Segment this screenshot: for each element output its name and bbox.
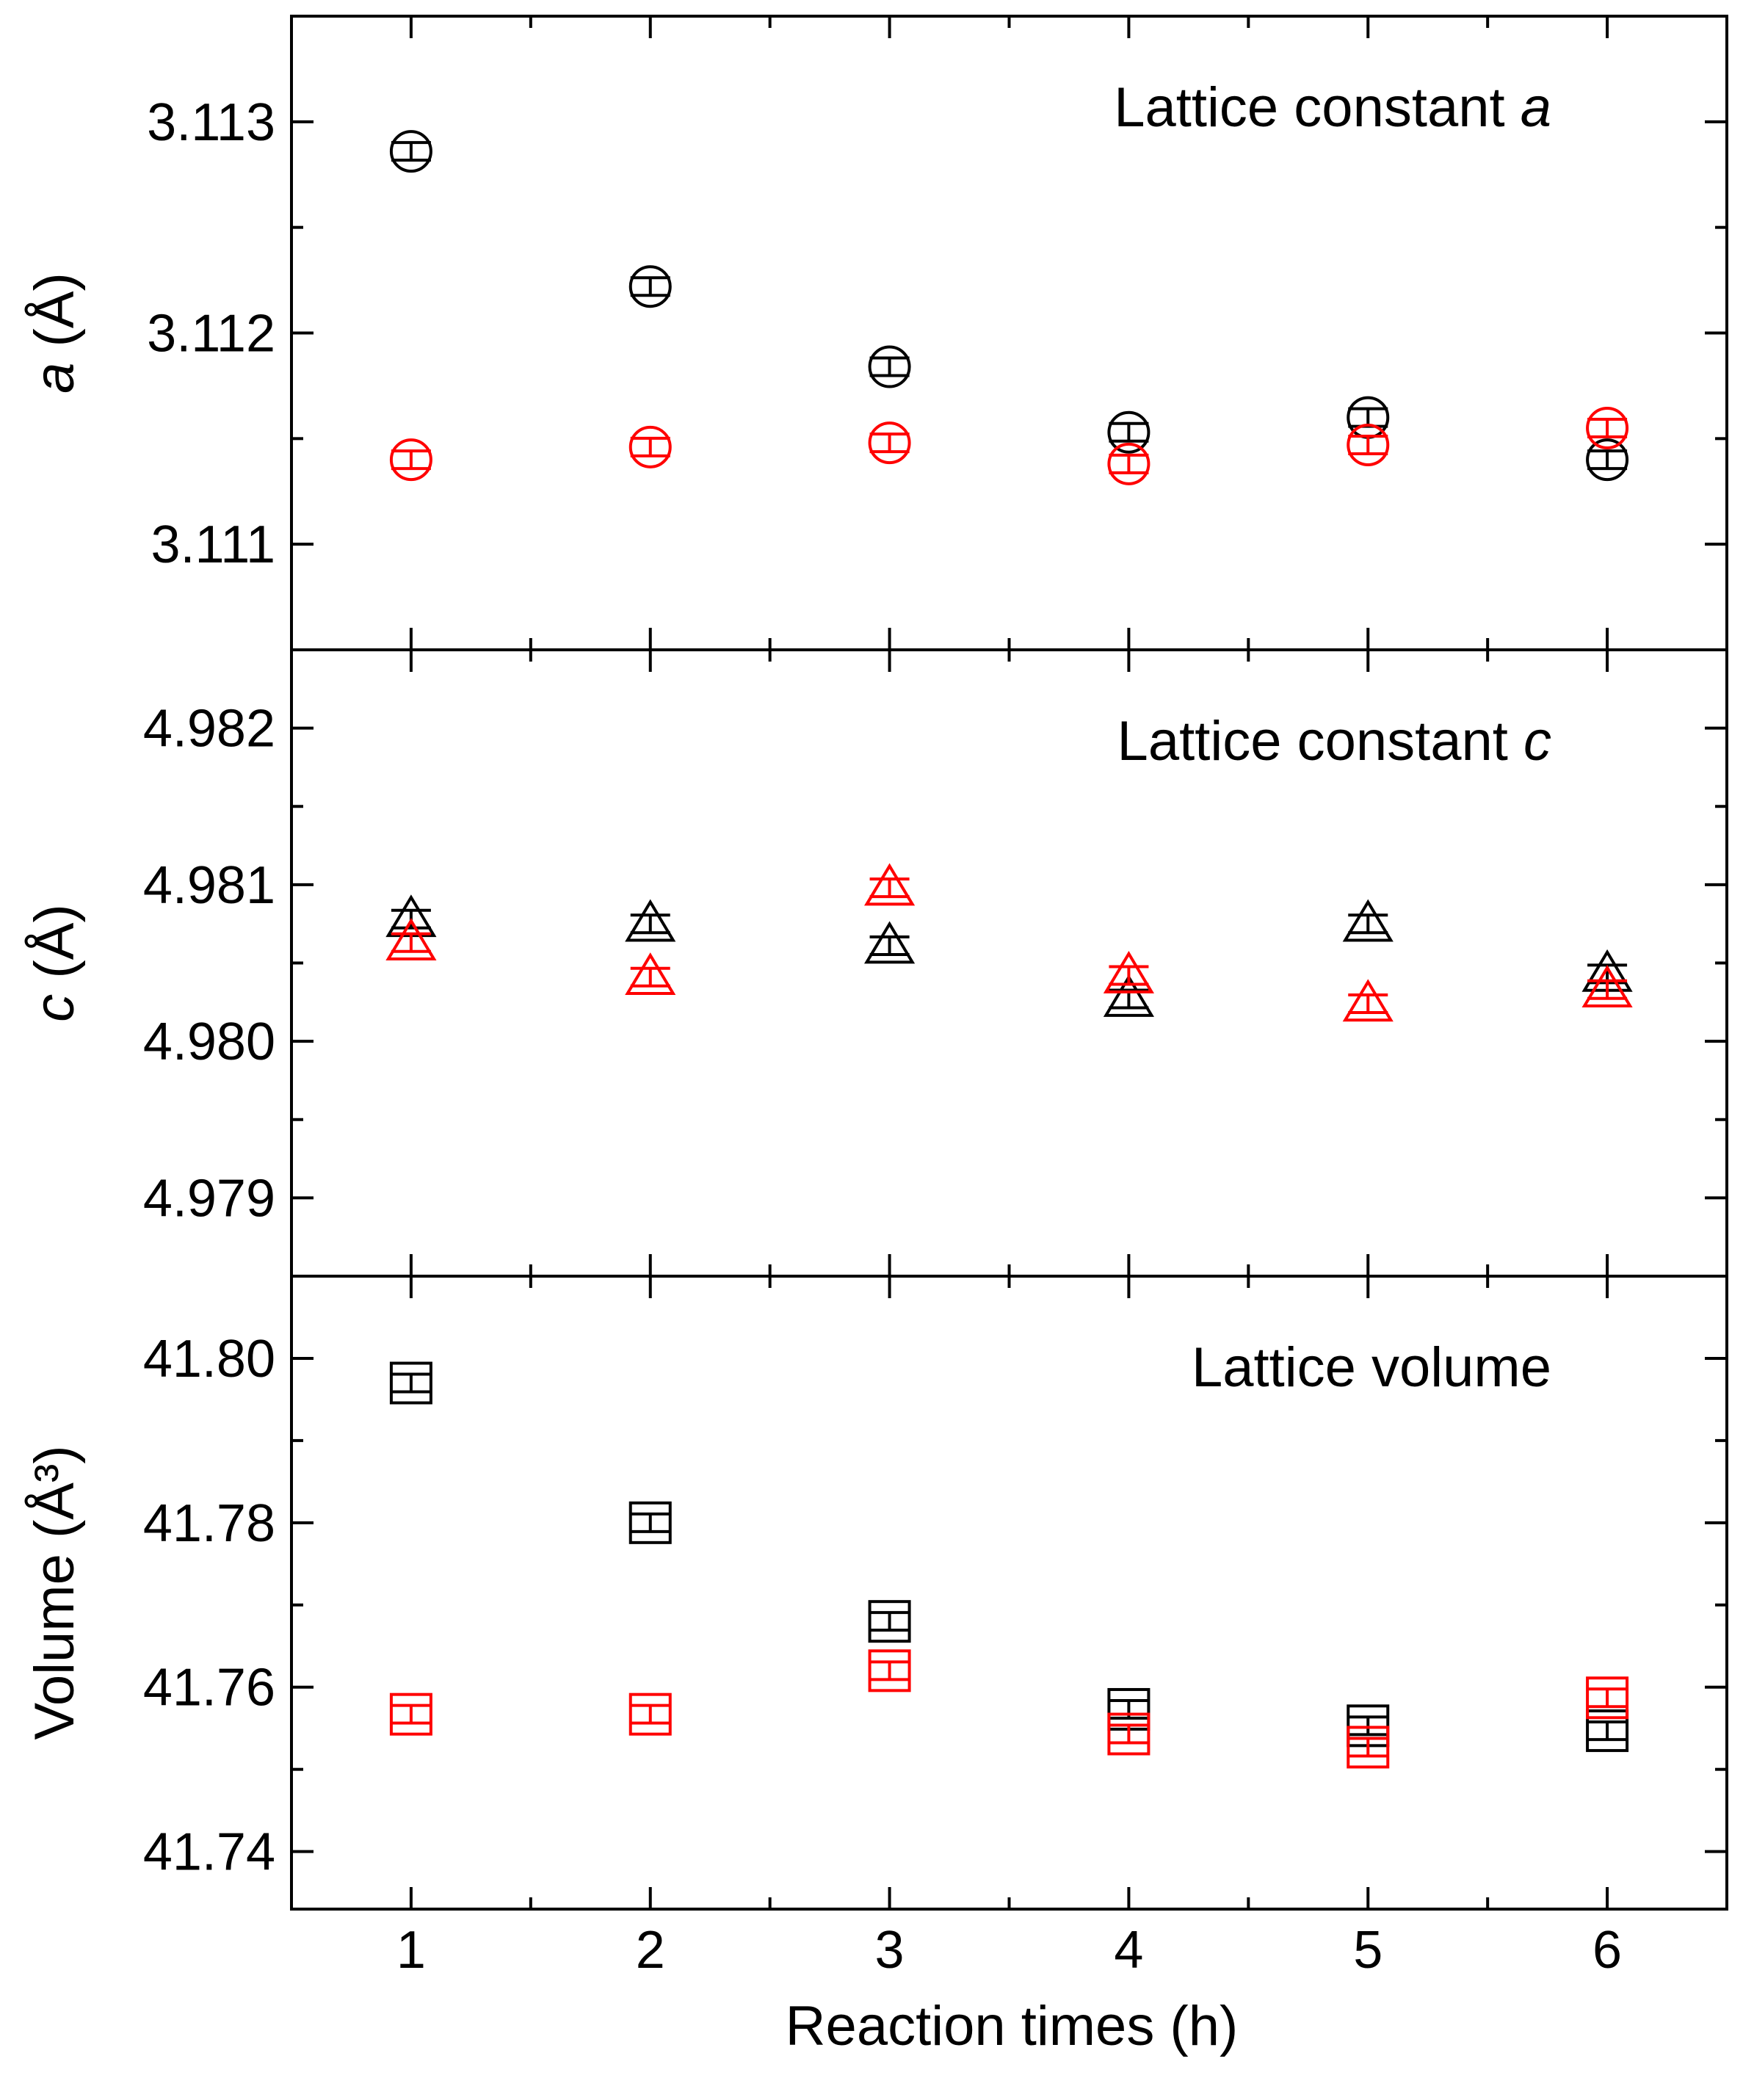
data-point [1103,950,1154,993]
y-tick-label: 4.982 [143,700,275,758]
panel-title-symbol: c [1523,710,1551,772]
panel-title: Lattice constant a [1114,76,1551,139]
data-point [1342,899,1394,942]
y-tick-label: 41.78 [143,1494,275,1553]
data-point [385,918,437,961]
x-tick-label: 6 [1592,1921,1622,1980]
y-tick-label: 4.980 [143,1013,275,1071]
series-1 [389,1361,1629,1753]
series-2 [389,1649,1629,1769]
data-point [1107,1712,1150,1756]
x-tick-label: 4 [1114,1921,1143,1980]
y-tick-label: 3.113 [147,93,275,152]
data-point [868,1649,911,1692]
series-1 [389,130,1629,482]
y-tick-label: 41.80 [143,1330,275,1388]
data-point [1103,974,1154,1017]
y-axis-title: c (Å) [23,904,86,1021]
data-point [389,438,432,482]
y-tick-label: 3.111 [151,515,276,574]
data-point [389,130,432,173]
data-point [625,952,676,995]
data-point [868,1600,911,1643]
y-axis-title: a (Å) [23,272,86,394]
data-point [1586,406,1629,449]
panel-3: 41.74 41.76 41.78 41.80 Lattice volume Volume… [23,1275,1728,1911]
x-tick-label: 3 [875,1921,905,1980]
data-point [1347,1726,1390,1769]
data-point [868,421,911,465]
x-tick-label: 1 [396,1921,426,1980]
x-tick-label: 2 [636,1921,665,1980]
y-tick-label: 4.981 [143,856,275,915]
series-1 [385,894,1633,1017]
panel-title-symbol: a [1521,76,1551,139]
data-point [1581,965,1633,1008]
series-2 [389,406,1629,485]
data-point [628,425,672,468]
data-point [864,863,916,906]
data-point [1342,979,1394,1022]
data-point [1347,423,1390,466]
data-point [1586,1709,1629,1753]
data-point [389,1361,432,1405]
data-point [1107,410,1150,454]
data-point [628,265,672,308]
data-point [625,899,676,942]
series-2 [385,863,1633,1022]
data-point [1107,1687,1150,1731]
data-point [864,921,916,964]
y-tick-label: 3.112 [147,305,275,363]
data-point [628,1692,672,1736]
panel-title: Lattice volume [1192,1336,1551,1399]
x-tick-labels: 1 2 3 4 5 6 [396,1921,1622,1980]
x-axis-title: Reaction times (h) [786,1995,1239,2057]
data-point [1586,438,1629,482]
data-point [1586,1676,1629,1720]
y-tick-label: 41.76 [143,1659,275,1717]
data-point [628,1501,672,1544]
panel-1: 3.111 3.112 3.113 Lattice constant a a (Å) [23,15,1728,651]
y-tick-label: 41.74 [143,1823,275,1882]
panel-title: Lattice constant c [1117,710,1551,772]
y-axis-title: Volume (Å³) [23,1445,86,1739]
y-tick-label: 4.979 [143,1169,275,1228]
data-point [1107,442,1150,485]
data-point [868,345,911,388]
x-tick-label: 5 [1353,1921,1383,1980]
data-point [389,1692,432,1736]
data-point [385,894,437,938]
panel-2: 4.979 4.980 4.981 4.982 Lattice constant c c … [23,648,1728,1278]
